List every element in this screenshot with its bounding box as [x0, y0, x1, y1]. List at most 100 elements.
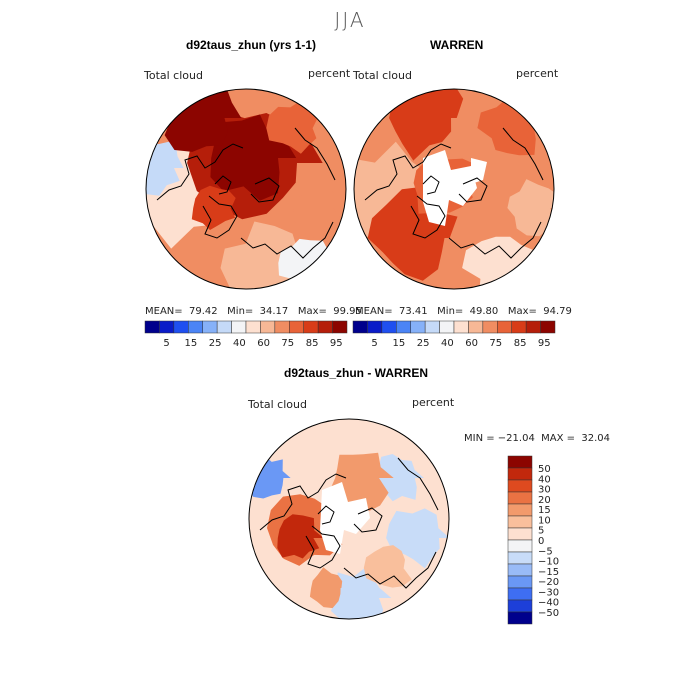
panel-obs-variable-label: Total cloud — [353, 69, 412, 82]
colorbar-swatch — [507, 587, 533, 601]
colorbar-swatch — [260, 320, 276, 334]
colorbar-tick-label: 85 — [514, 338, 527, 349]
map-border — [248, 418, 450, 620]
colorbar-swatch — [245, 320, 261, 334]
coastline-eurasia — [364, 143, 452, 201]
colorbar-tick-label: 85 — [306, 338, 319, 349]
colorbar-tick-label: 60 — [257, 338, 270, 349]
field-patch-east — [507, 179, 554, 237]
field-patch-arctic-max — [210, 114, 297, 201]
colorbar-swatch — [188, 320, 203, 334]
colorbar-swatch — [159, 320, 175, 334]
colorbar-tick-label: −40 — [538, 598, 559, 609]
colorbar-swatch — [303, 320, 319, 334]
colorbar-swatch — [511, 320, 527, 334]
colorbar-swatch — [274, 320, 290, 334]
colorbar-tick-label: 40 — [441, 338, 454, 349]
colorbar-swatch — [410, 320, 426, 334]
field-patch-south — [220, 221, 307, 289]
map-field — [249, 419, 449, 619]
coastline-siberia — [294, 127, 336, 181]
colorbar-tick-label: 40 — [538, 474, 551, 485]
missing-data-region — [423, 150, 477, 226]
colorbar-swatch — [507, 611, 533, 625]
colorbar-tick-label: −20 — [538, 577, 559, 588]
coastline-north-america — [448, 221, 542, 259]
colorbar-swatch — [507, 455, 533, 469]
colorbar-tick-label: 10 — [538, 515, 551, 526]
coastline-eurasia — [156, 143, 244, 201]
panel-diff-map — [248, 418, 450, 620]
colorbar-swatch — [507, 491, 533, 505]
colorbar-tick-label: 95 — [538, 338, 551, 349]
colorbar-swatch — [453, 320, 469, 334]
colorbar-swatch — [507, 599, 533, 613]
colorbar-tick-label: 25 — [209, 338, 222, 349]
colorbar-swatch — [231, 320, 247, 334]
panel-model-title: d92taus_zhun (yrs 1-1) — [186, 38, 317, 52]
colorbar-swatch — [507, 575, 533, 589]
field-patch-east — [290, 180, 344, 239]
coastline-scandinavia — [410, 195, 446, 239]
field-patch-far-west — [146, 138, 184, 196]
colorbar-tick-label: −50 — [538, 608, 559, 619]
map-field — [354, 89, 554, 289]
panel-obs-title: WARREN — [430, 38, 484, 52]
panel-diff-title: d92taus_zhun - WARREN — [284, 366, 429, 380]
coastline-north-america — [240, 221, 334, 259]
field-patch-positive-south-east — [363, 545, 412, 588]
field-patch-south-west — [367, 186, 458, 281]
colorbar-tick-label: 20 — [538, 495, 551, 506]
coastline-islands — [214, 175, 232, 195]
colorbar-swatch — [507, 503, 533, 517]
colorbar-swatch — [507, 467, 533, 481]
coastline-islands — [317, 505, 335, 525]
panel-obs-stats: MEAN= 73.41 Min= 49.80 Max= 94.79 — [355, 306, 572, 317]
colorbar-swatch — [507, 539, 533, 553]
colorbar-swatch — [144, 320, 160, 334]
panel-obs-units-label: percent — [516, 67, 559, 80]
colorbar-tick-label: −5 — [538, 546, 553, 557]
colorbar-swatch — [352, 320, 368, 334]
colorbar-swatch — [482, 320, 498, 334]
colorbar-tick-label: 60 — [465, 338, 478, 349]
map-field — [146, 89, 346, 289]
colorbar-tick-label: 5 — [163, 338, 169, 349]
colorbar-tick-label: −30 — [538, 587, 559, 598]
colorbar-tick-label: −15 — [538, 567, 559, 578]
colorbar-swatch — [424, 320, 440, 334]
panel-diff-variable-label: Total cloud — [248, 398, 307, 411]
field-patch-negative-south — [331, 567, 392, 619]
colorbar-swatch — [507, 479, 533, 493]
colorbar-tick-label: 0 — [538, 536, 544, 547]
colorbar-swatch — [507, 515, 533, 529]
colorbar-swatch — [332, 320, 348, 334]
colorbar-swatch — [381, 320, 397, 334]
colorbar-tick-label: 75 — [489, 338, 502, 349]
field-patch-negative-north-east — [376, 454, 424, 502]
colorbar-swatch — [507, 551, 533, 565]
colorbar-swatch — [202, 320, 218, 334]
colorbar-tick-label: 15 — [538, 505, 551, 516]
field-patch-positive-south-west — [309, 567, 343, 609]
colorbar-swatch — [525, 320, 541, 334]
panel-obs-map — [353, 88, 555, 290]
panel-model-units-label: percent — [308, 67, 351, 80]
colorbar-swatch — [507, 563, 533, 577]
coastline-siberia — [502, 127, 544, 181]
map-border — [353, 88, 555, 290]
season-title: JJA — [334, 8, 366, 32]
coastline-north-america — [343, 551, 437, 589]
colorbar-swatch — [439, 320, 455, 334]
colorbar-tick-label: 40 — [233, 338, 246, 349]
coastline-scandinavia — [305, 525, 341, 569]
colorbar-swatch — [216, 320, 232, 334]
colorbar-tick-label: 5 — [538, 526, 544, 537]
coastline-siberia — [397, 457, 439, 511]
missing-data-region-east — [471, 158, 487, 184]
colorbar-tick-label: −10 — [538, 557, 559, 568]
colorbar-tick-label: 50 — [538, 464, 551, 475]
map-border — [145, 88, 347, 290]
coastline-scandinavia — [202, 195, 238, 239]
panel-model-map — [145, 88, 347, 290]
